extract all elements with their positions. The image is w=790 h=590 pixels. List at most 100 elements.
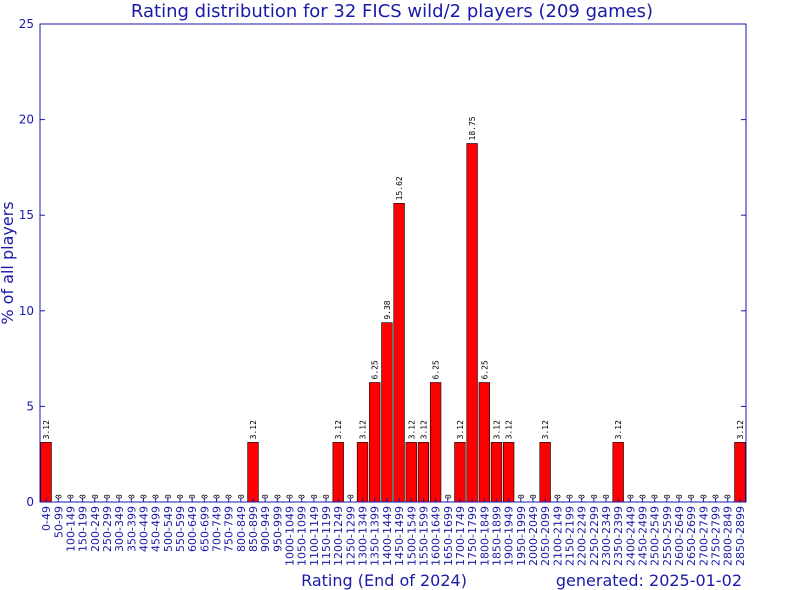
x-tick-label-1000-1049: 1000-1049 [284,506,297,566]
value-label-1500-1549: 3.12 [407,420,416,439]
value-label-600-649: 0 [188,494,197,499]
x-tick-label-250-299: 250-299 [101,506,114,552]
value-label-2800-2849: 0 [724,494,733,499]
x-tick-label-2750-2799: 2750-2799 [710,506,723,566]
x-tick-label-1200-1249: 1200-1249 [332,506,345,566]
value-label-1400-1449: 9.38 [383,300,392,319]
value-label-950-999: 0 [273,494,282,499]
x-tick-label-1100-1149: 1100-1149 [308,506,321,566]
value-label-1900-1949: 3.12 [505,420,514,439]
value-label-1600-1649: 6.25 [432,360,441,379]
bar-1300-1349 [356,442,369,503]
x-tick-label-2500-2549: 2500-2549 [649,506,662,566]
value-label-2650-2699: 0 [687,494,696,499]
x-tick-label-2150-2199: 2150-2199 [564,506,577,566]
value-label-2050-2099: 3.12 [541,420,550,439]
bar-2850-2899 [734,442,746,503]
x-tick-label-2050-2099: 2050-2099 [539,506,552,566]
y-tick-label-10: 10 [19,304,34,318]
plot-frame [39,23,747,503]
x-tick-label-2550-2599: 2550-2599 [661,506,674,566]
value-label-2150-2199: 0 [566,494,575,499]
x-tick-label-1300-1349: 1300-1349 [357,506,370,566]
x-tick-label-2250-2299: 2250-2299 [588,506,601,566]
value-label-2600-2649: 0 [675,494,684,499]
bar-1450-1499 [393,203,405,503]
x-tick-label-1750-1799: 1750-1799 [466,506,479,566]
x-tick-label-100-149: 100-149 [64,506,77,552]
value-label-150-199: 0 [79,494,88,499]
bar-1350-1399 [369,382,381,503]
x-tick-label-1850-1899: 1850-1899 [490,506,503,566]
value-label-1750-1799: 18.75 [468,116,477,140]
bar-1700-1749 [454,442,466,503]
value-label-500-549: 0 [164,494,173,499]
value-label-2000-2049: 0 [529,494,538,499]
x-tick-label-650-699: 650-699 [198,506,211,552]
x-tick-label-1250-1299: 1250-1299 [344,506,357,566]
x-tick-label-600-649: 600-649 [186,506,199,552]
bar-1750-1799 [466,143,478,503]
x-tick-label-2400-2449: 2400-2449 [624,506,637,566]
x-tick-label-300-349: 300-349 [113,506,126,552]
y-tick-label-5: 5 [26,399,34,413]
value-label-2550-2599: 0 [663,494,672,499]
value-label-1050-1099: 0 [298,494,307,499]
x-tick-label-1500-1549: 1500-1549 [405,506,418,566]
x-tick-label-2100-2149: 2100-2149 [551,506,564,566]
x-tick-label-550-599: 550-599 [174,506,187,552]
value-label-2450-2499: 0 [639,494,648,499]
bar-0-49 [40,442,52,503]
x-tick-label-2600-2649: 2600-2649 [673,506,686,566]
y-tick-label-25: 25 [19,17,34,31]
bar-1900-1949 [502,442,515,503]
x-tick-label-1800-1849: 1800-1849 [478,506,491,566]
x-tick-label-1700-1749: 1700-1749 [454,506,467,566]
value-label-2850-2899: 3.12 [736,420,745,439]
value-label-800-849: 0 [237,494,246,499]
value-label-2300-2349: 0 [602,494,611,499]
x-axis-label: Rating (End of 2024) [301,571,467,590]
value-labels-group: 3.120 0 0 0 0 0 0 0 0 0 0 0 0 0 0 03.120 0 0 0 0 03.1203.126… [42,116,745,499]
x-tick-label-2200-2249: 2200-2249 [576,506,589,566]
bar-1850-1899 [490,442,503,503]
value-label-750-799: 0 [225,494,234,499]
value-label-2100-2149: 0 [553,494,562,499]
y-tick-label-0: 0 [26,495,34,509]
bar-1800-1849 [478,382,490,503]
value-label-2200-2249: 0 [578,494,587,499]
y-tick-label-15: 15 [19,208,34,222]
y-axis-ticks: 0 5 10 15 20 25 [19,17,746,509]
y-tick-label-20: 20 [19,113,34,127]
x-tick-label-1900-1949: 1900-1949 [503,506,516,566]
value-label-1700-1749: 3.12 [456,420,465,439]
x-tick-label-450-499: 450-499 [150,506,163,552]
bars-group [40,143,746,503]
x-tick-label-150-199: 150-199 [77,506,90,552]
value-label-1850-1899: 3.12 [492,420,501,439]
x-tick-label-500-549: 500-549 [162,506,175,552]
value-label-550-599: 0 [176,494,185,499]
x-tick-label-850-899: 850-899 [247,506,260,552]
x-tick-label-2300-2349: 2300-2349 [600,506,613,566]
bar-1200-1249 [332,442,344,503]
x-tick-label-2650-2699: 2650-2699 [685,506,698,566]
x-tick-label-0-49: 0-49 [40,506,53,531]
chart-title: Rating distribution for 32 FICS wild/2 p… [131,1,653,22]
x-tick-label-350-399: 350-399 [125,506,138,552]
x-tick-label-1650-1699: 1650-1699 [442,506,455,566]
value-label-1000-1049: 0 [286,494,295,499]
value-label-700-749: 0 [213,494,222,499]
generated-date: generated: 2025-01-02 [556,571,742,590]
x-tick-label-1150-1199: 1150-1199 [320,506,333,566]
x-tick-label-700-749: 700-749 [211,506,224,552]
value-label-2700-2749: 0 [699,494,708,499]
value-label-300-349: 0 [115,494,124,499]
bar-1400-1449 [381,322,393,503]
x-tick-label-2700-2749: 2700-2749 [697,506,710,566]
x-tick-label-1400-1449: 1400-1449 [381,506,394,566]
value-label-650-699: 0 [200,494,209,499]
x-tick-label-1450-1499: 1450-1499 [393,506,406,566]
value-label-1150-1199: 0 [322,494,331,499]
